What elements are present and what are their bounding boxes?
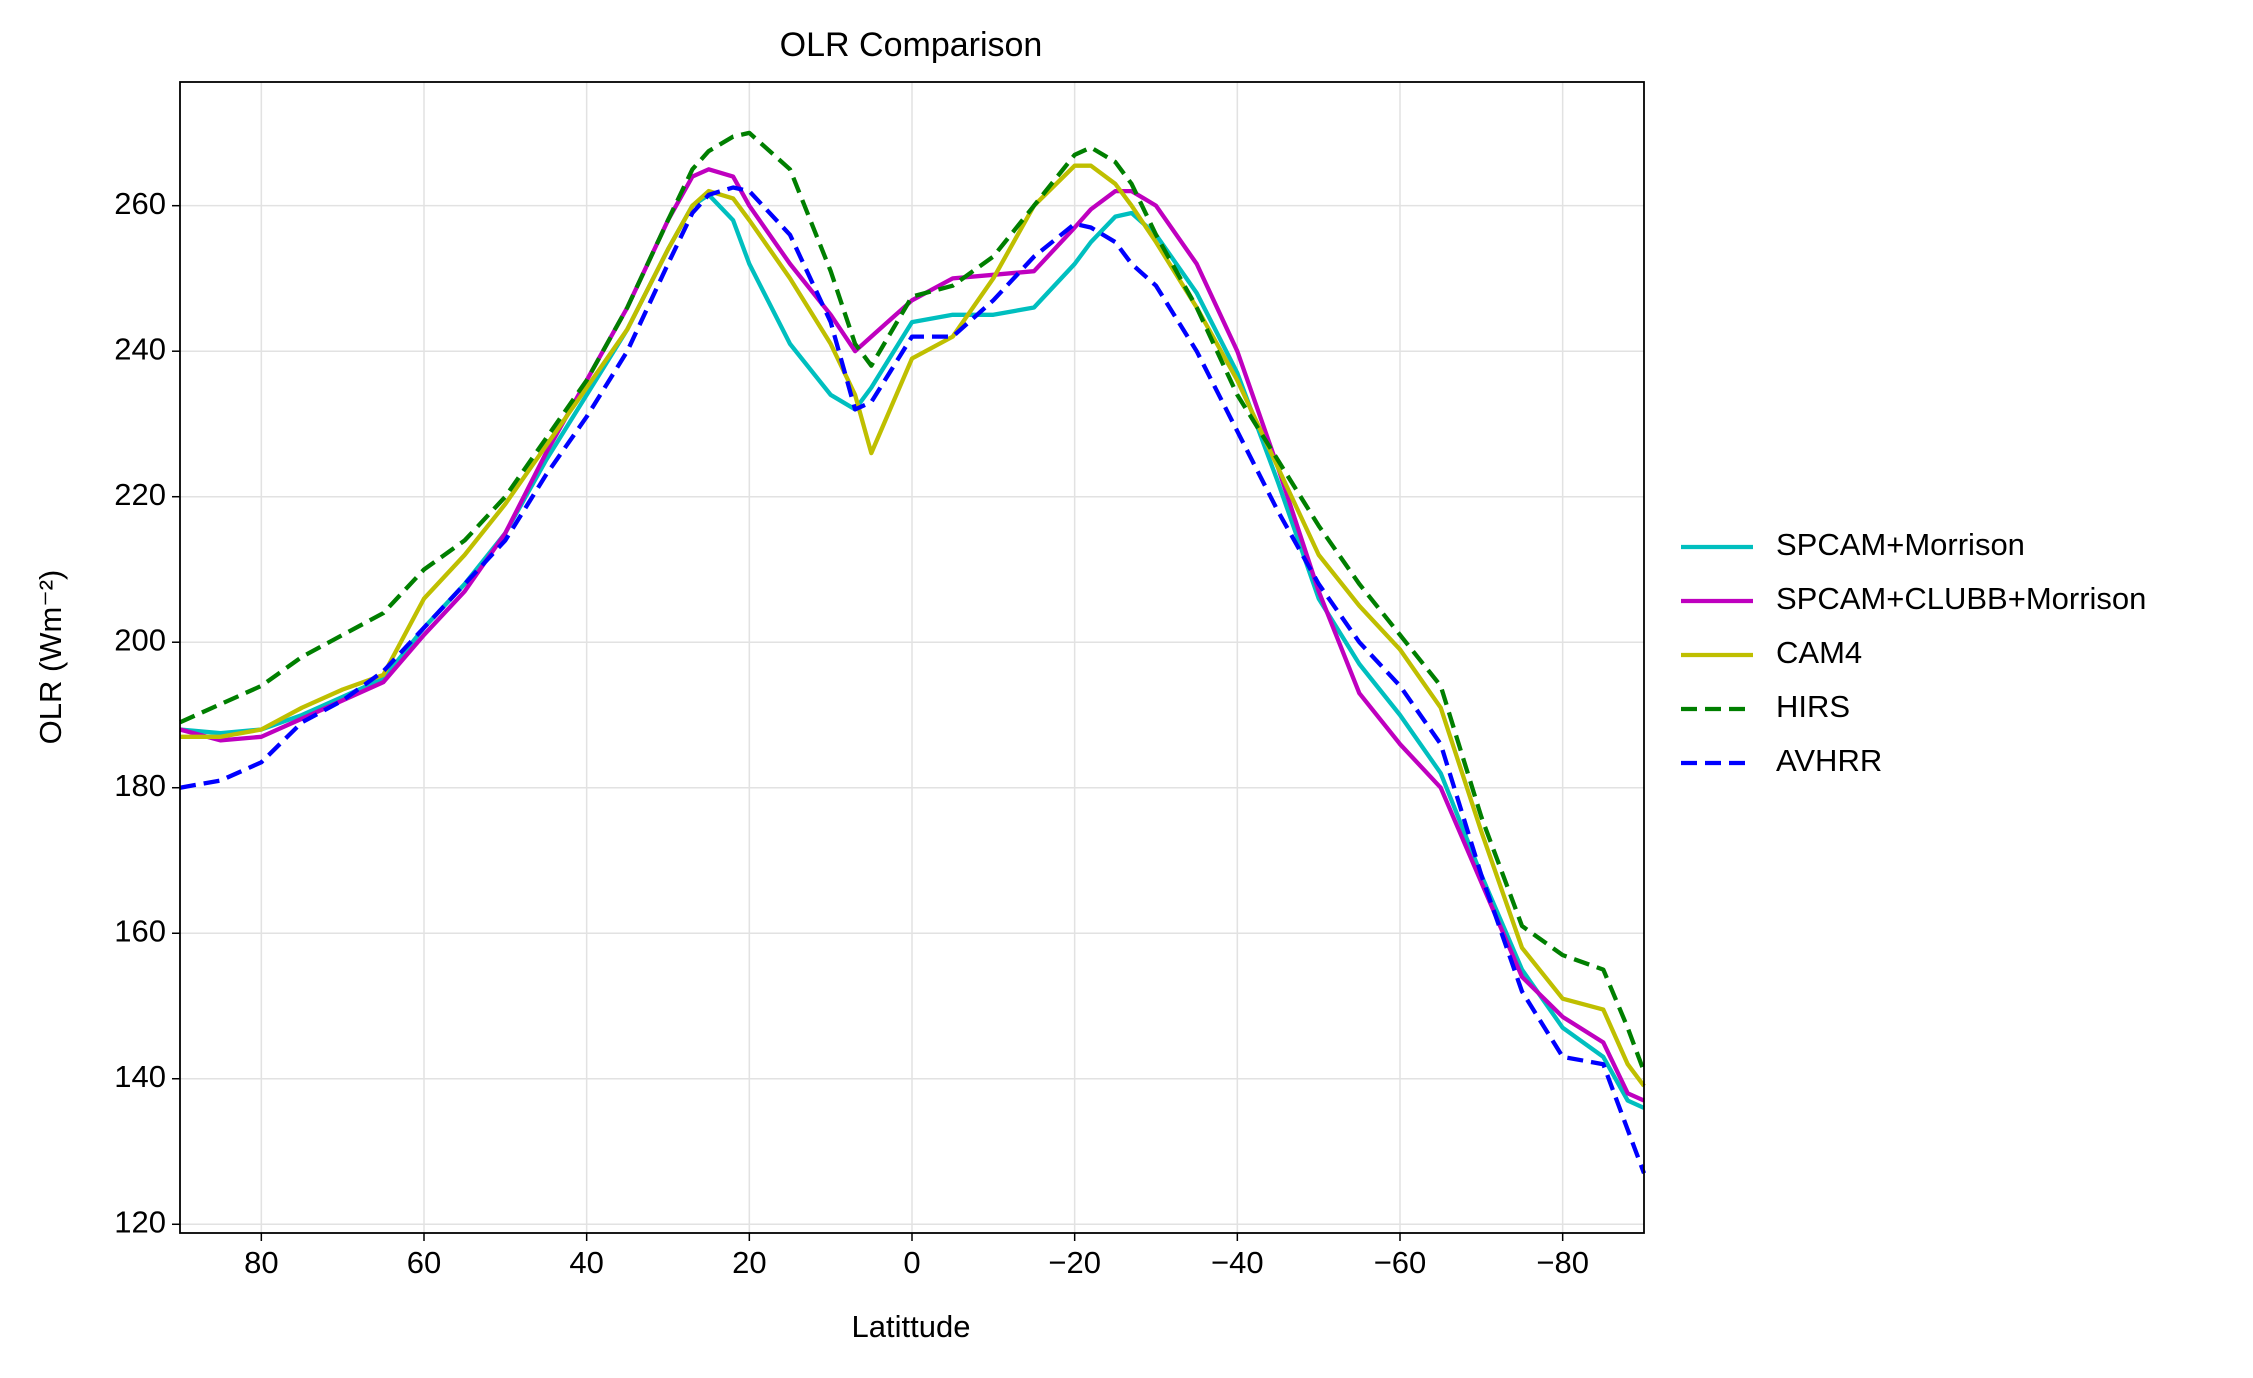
x-tick-label: 20 <box>732 1245 766 1280</box>
x-tick-label: −20 <box>1048 1245 1101 1280</box>
x-axis-label: Latittude <box>852 1309 971 1344</box>
y-tick-label: 140 <box>114 1059 166 1094</box>
chart-title: OLR Comparison <box>780 26 1043 64</box>
y-tick-label: 260 <box>114 186 166 221</box>
y-tick-label: 180 <box>114 768 166 803</box>
y-tick-label: 220 <box>114 477 166 512</box>
series-line <box>179 130 1647 1073</box>
legend-label: AVHRR <box>1776 743 1882 778</box>
plot-frame <box>179 81 1645 1234</box>
legend-label: CAM4 <box>1776 635 1862 670</box>
x-tick-label: −40 <box>1211 1245 1264 1280</box>
x-tick-label: 40 <box>569 1245 603 1280</box>
y-tick-label: 200 <box>114 622 166 657</box>
x-tick-label: 60 <box>407 1245 441 1280</box>
y-tick-label: 240 <box>114 331 166 366</box>
x-tick-label: −80 <box>1536 1245 1589 1280</box>
x-tick-label: 0 <box>903 1245 920 1280</box>
legend-label: HIRS <box>1776 689 1850 724</box>
series-line <box>180 163 1646 1088</box>
series-line <box>179 185 1647 1175</box>
y-axis-label: OLR (Wm⁻²) <box>33 570 68 745</box>
y-tick-label: 160 <box>114 913 166 948</box>
x-tick-label: 80 <box>244 1245 278 1280</box>
series-line <box>179 192 1645 1110</box>
legend-label: SPCAM+Morrison <box>1776 527 2025 562</box>
series-line <box>179 167 1645 1103</box>
legend-label: SPCAM+CLUBB+Morrison <box>1776 581 2146 616</box>
y-tick-label: 120 <box>114 1204 166 1239</box>
x-tick-label: −60 <box>1374 1245 1427 1280</box>
